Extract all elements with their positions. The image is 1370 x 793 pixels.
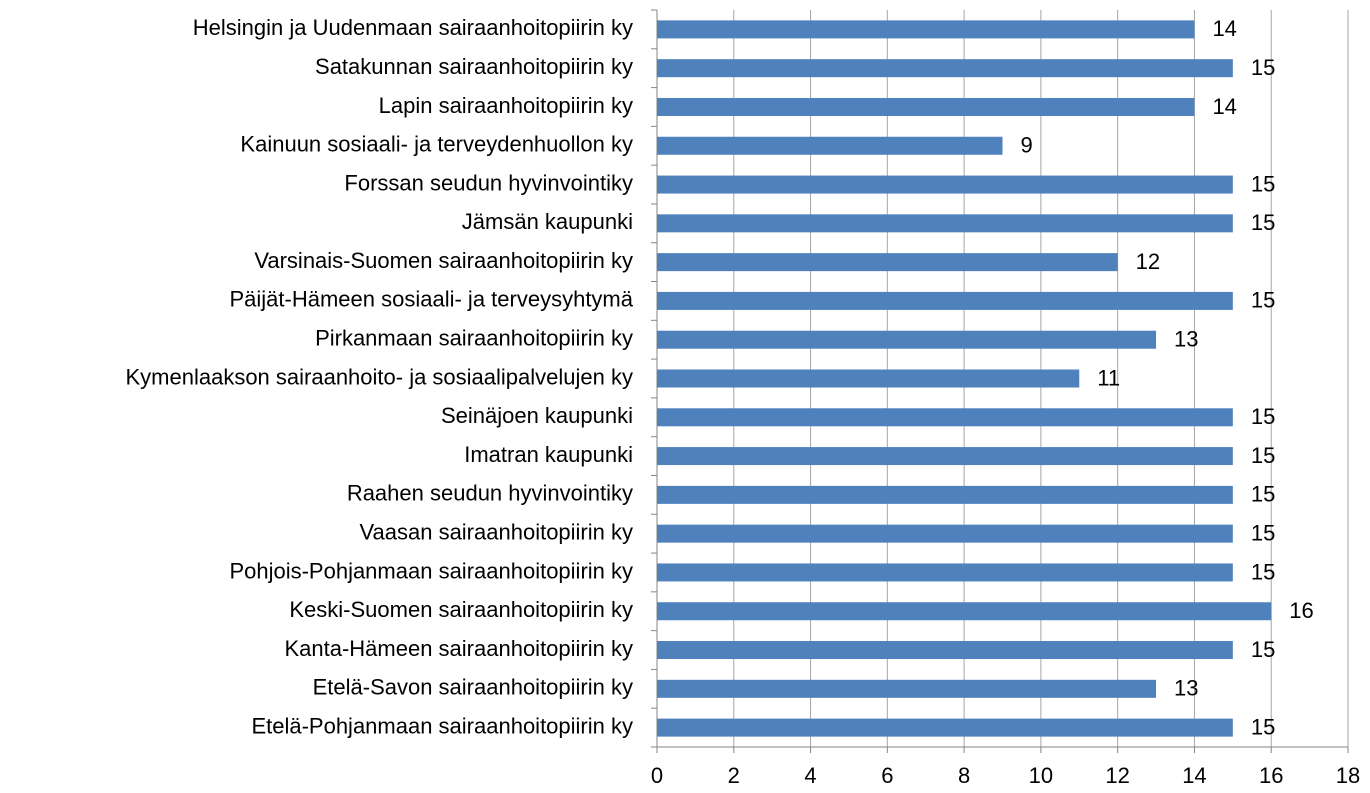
y-tick-label: Kainuun sosiaali- ja terveydenhuollon ky — [240, 132, 633, 157]
value-label: 12 — [1136, 249, 1160, 274]
x-tick-label: 8 — [958, 763, 970, 788]
bar — [657, 136, 1003, 155]
y-tick-label: Jämsän kaupunki — [462, 209, 633, 234]
y-tick-label: Etelä-Savon sairaanhoitopiirin ky — [313, 675, 633, 700]
x-tick-label: 10 — [1029, 763, 1053, 788]
y-tick-label: Pohjois-Pohjanmaan sairaanhoitopiirin ky — [229, 558, 633, 583]
value-label: 14 — [1212, 16, 1236, 41]
x-tick-label: 2 — [728, 763, 740, 788]
bar — [657, 59, 1233, 78]
y-tick-label: Helsingin ja Uudenmaan sairaanhoitopiiri… — [193, 15, 633, 40]
value-label: 11 — [1097, 365, 1120, 390]
y-tick-label: Imatran kaupunki — [464, 442, 633, 467]
y-tick-label: Forssan seudun hyvinvointiky — [344, 170, 633, 195]
value-label: 9 — [1021, 133, 1033, 158]
y-tick-label: Keski-Suomen sairaanhoitopiirin ky — [289, 597, 633, 622]
value-label: 16 — [1289, 598, 1313, 623]
bar — [657, 291, 1233, 310]
x-tick-label: 4 — [804, 763, 816, 788]
value-label: 15 — [1251, 559, 1275, 584]
y-tick-label: Satakunnan sairaanhoitopiirin ky — [315, 54, 633, 79]
bar — [657, 485, 1233, 504]
bar — [657, 369, 1080, 388]
value-label: 15 — [1251, 714, 1275, 739]
bar — [657, 641, 1233, 660]
bar — [657, 563, 1233, 582]
value-label: 13 — [1174, 676, 1198, 701]
bar — [657, 330, 1157, 349]
bar — [657, 175, 1233, 194]
value-label: 15 — [1251, 404, 1275, 429]
value-label: 15 — [1251, 520, 1275, 545]
y-tick-label: Pirkanmaan sairaanhoitopiirin ky — [315, 326, 633, 351]
y-tick-label: Päijät-Hämeen sosiaali- ja terveysyhtymä — [230, 287, 634, 312]
y-tick-label: Kymenlaakson sairaanhoito- ja sosiaalipa… — [125, 364, 633, 389]
value-label: 15 — [1251, 210, 1275, 235]
bar — [657, 447, 1233, 466]
y-tick-label: Vaasan sairaanhoitopiirin ky — [359, 519, 633, 544]
x-tick-label: 0 — [651, 763, 663, 788]
x-tick-label: 6 — [881, 763, 893, 788]
bar — [657, 214, 1233, 233]
bar — [657, 97, 1195, 116]
y-tick-label: Seinäjoen kaupunki — [441, 403, 633, 428]
bar — [657, 524, 1233, 543]
value-label: 15 — [1251, 288, 1275, 313]
x-tick-label: 18 — [1336, 763, 1360, 788]
bar — [657, 408, 1233, 427]
y-tick-label: Etelä-Pohjanmaan sairaanhoitopiirin ky — [251, 713, 633, 738]
value-label: 15 — [1251, 55, 1275, 80]
value-label: 15 — [1251, 443, 1275, 468]
y-tick-label: Varsinais-Suomen sairaanhoitopiirin ky — [254, 248, 633, 273]
x-tick-label: 16 — [1259, 763, 1283, 788]
x-tick-label: 14 — [1182, 763, 1206, 788]
value-label: 15 — [1251, 171, 1275, 196]
y-tick-label: Raahen seudun hyvinvointiky — [347, 481, 633, 506]
bar — [657, 679, 1157, 698]
y-tick-label: Kanta-Hämeen sairaanhoitopiirin ky — [284, 636, 633, 661]
bar — [657, 602, 1272, 621]
value-label: 15 — [1251, 637, 1275, 662]
y-tick-label: Lapin sairaanhoitopiirin ky — [379, 93, 633, 118]
value-label: 13 — [1174, 327, 1198, 352]
value-label: 15 — [1251, 482, 1275, 507]
bar — [657, 253, 1118, 272]
bar — [657, 718, 1233, 737]
x-tick-label: 12 — [1105, 763, 1129, 788]
bar — [657, 20, 1195, 39]
value-label: 14 — [1212, 94, 1236, 119]
